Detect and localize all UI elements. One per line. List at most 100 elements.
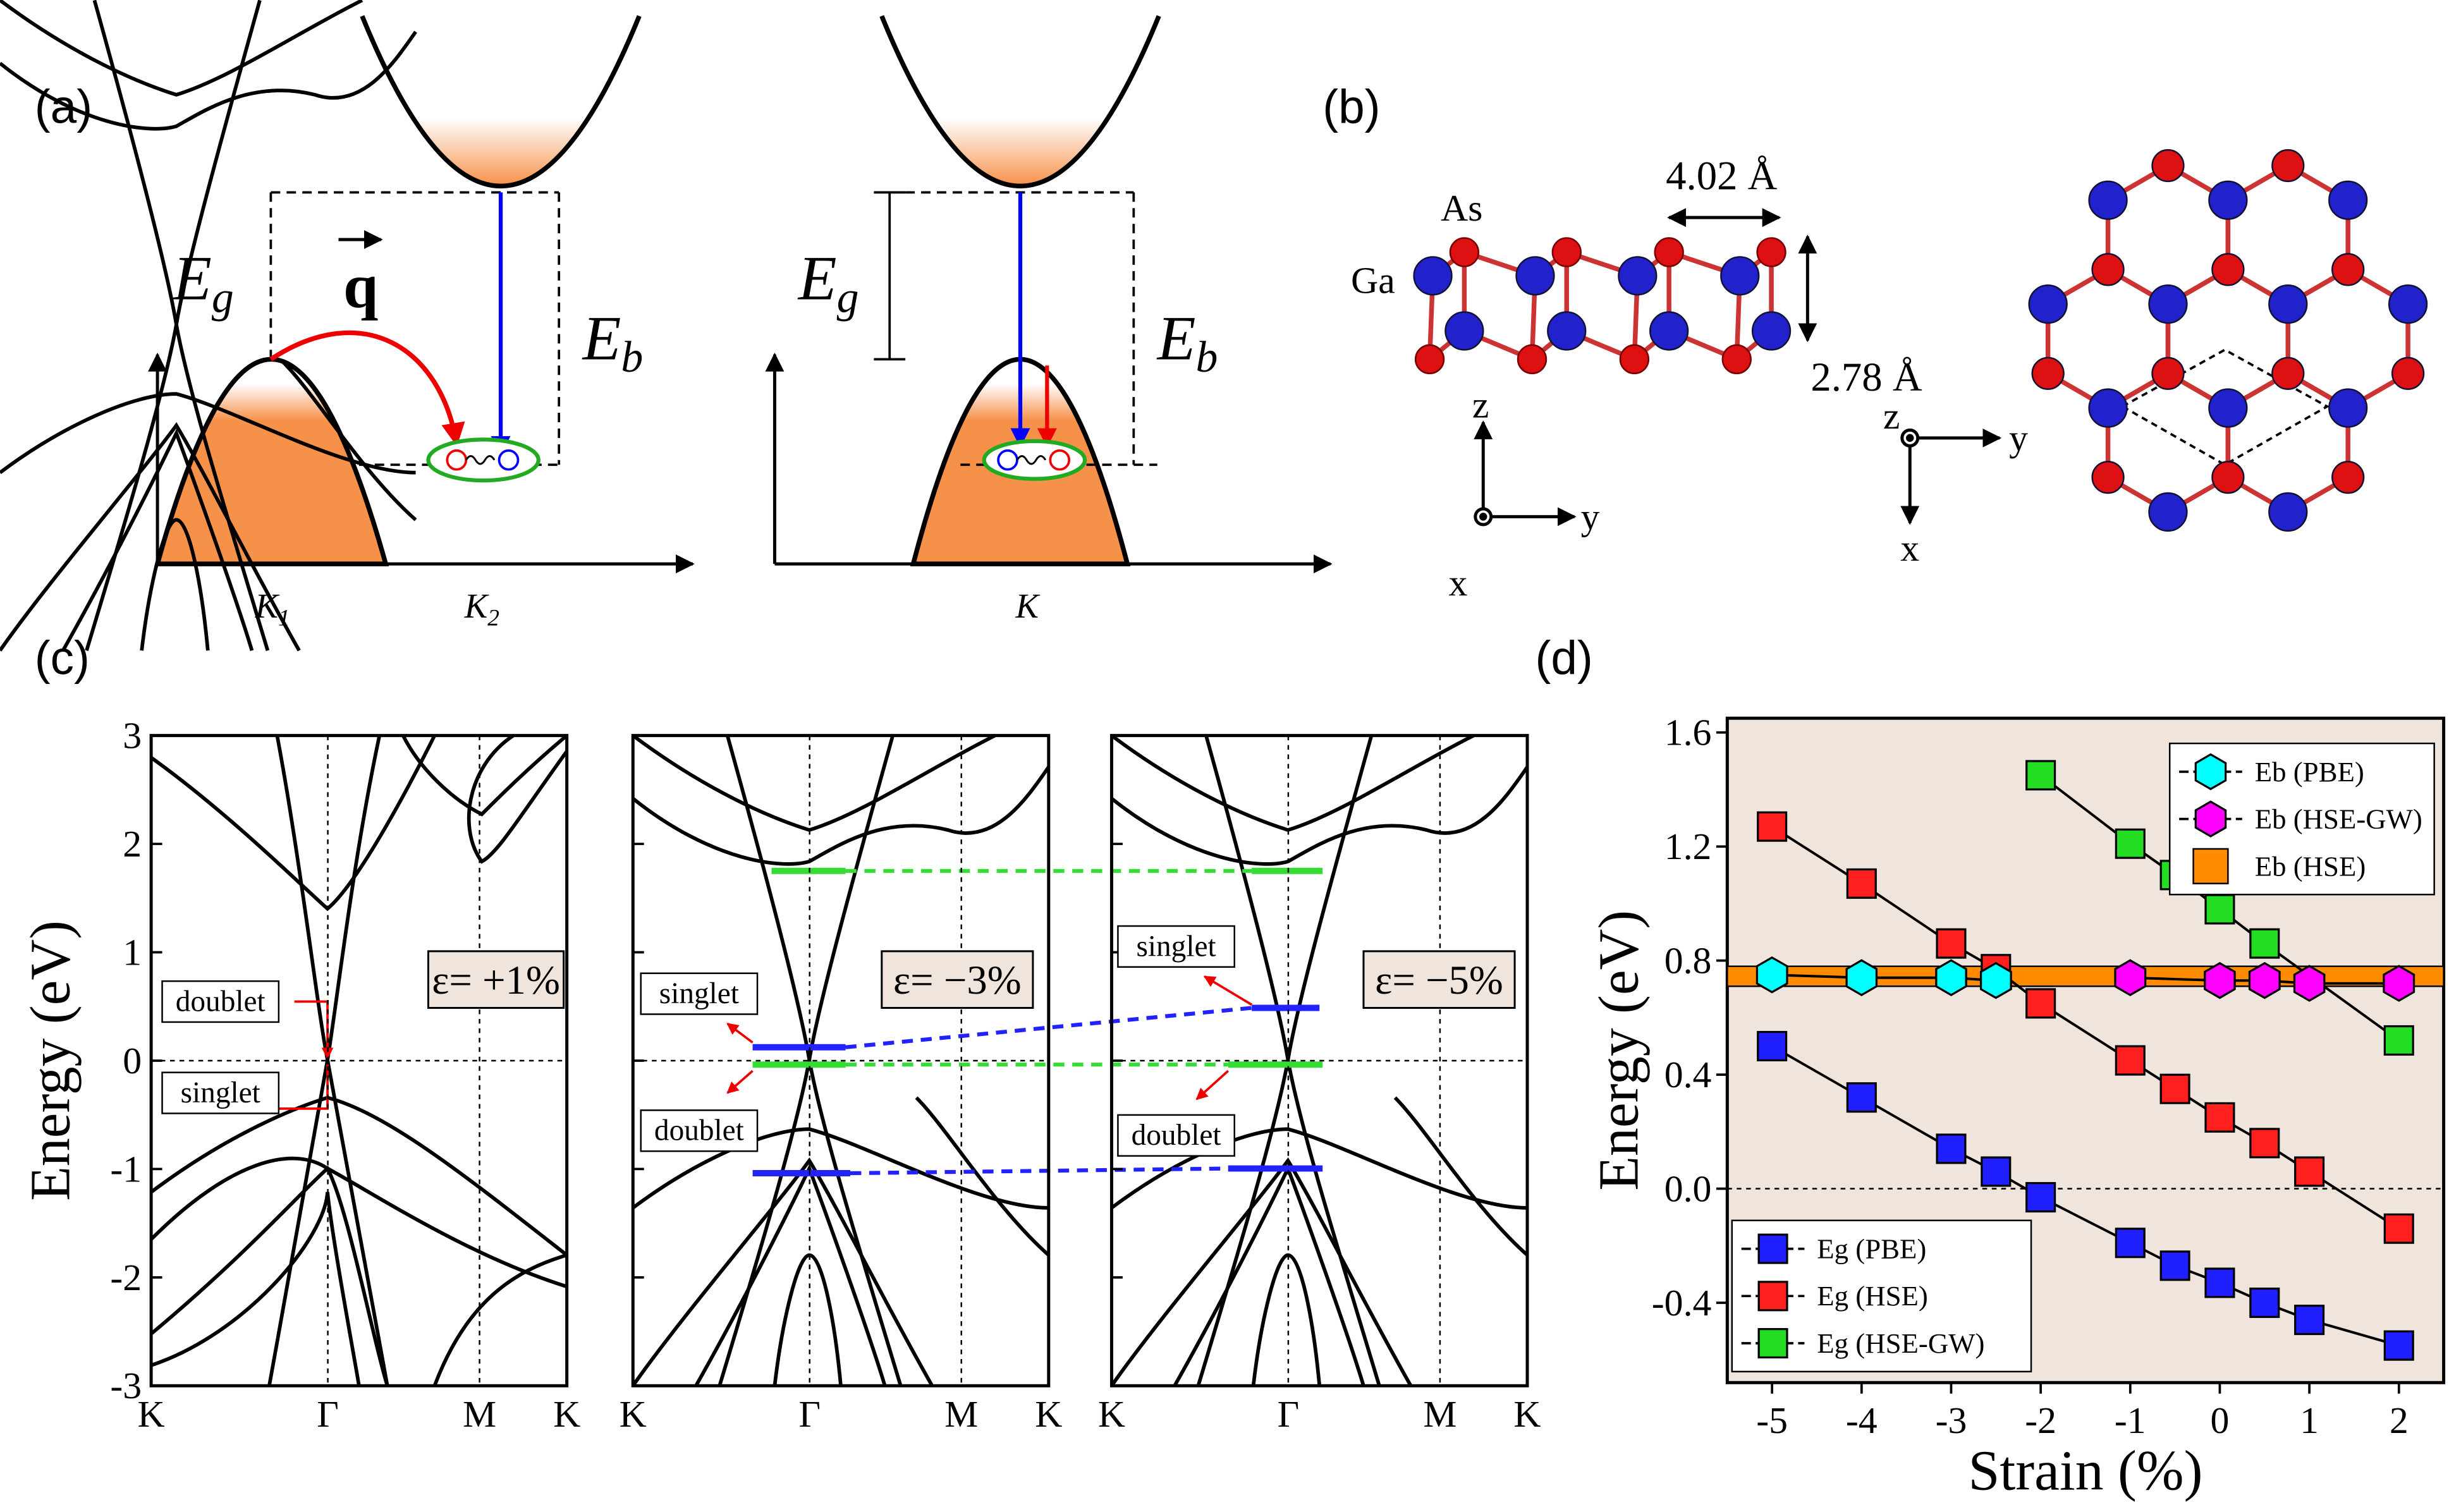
state-label: doublet [176,985,266,1018]
marker [1981,1156,2012,1187]
subscript: 1 [278,605,290,631]
ga-atom [1649,311,1689,351]
x-tick-label: Γ [798,1393,821,1435]
ga-atom [1618,256,1658,296]
ga-atom [1444,311,1484,351]
marker [1936,928,1967,959]
y-axis-label: Energy (eV) [20,920,82,1201]
subscript: b [621,333,643,382]
x-tick-label: -2 [2025,1399,2056,1441]
y-tick-label: -0.4 [1652,1282,1712,1324]
x-tick-label: -4 [1846,1399,1878,1441]
as-atom [2091,460,2125,494]
label-box [640,972,759,1015]
as-atom [1721,344,1752,374]
y-axis-label: Energy (eV) [1587,910,1650,1191]
ga-atom [1751,311,1792,351]
annotation-box [427,950,565,1009]
legend-marker [1757,1233,1788,1264]
legend-label: Eg (HSE-GW) [1817,1327,1984,1359]
legend-swatch [2192,848,2229,884]
marker [1757,811,1788,842]
ga-atom [2328,180,2368,220]
marker [2025,760,2056,791]
y-tick-label: -1 [110,1148,142,1190]
marker [1757,1030,1788,1062]
binding-label: Eb [582,303,644,382]
band-curves [0,0,417,652]
y-tick-label: 3 [123,715,142,757]
level-lines [752,867,1323,1177]
x-tick-label: -3 [1936,1399,1967,1441]
legend-label: Eg (PBE) [1817,1233,1926,1265]
x-tick-label: M [944,1393,978,1435]
label-box [161,1071,280,1114]
marker [2025,1182,2056,1213]
as-atom [1654,237,1684,267]
marker [2383,1025,2414,1056]
ga-atom [2028,284,2068,324]
k-label: K [1015,587,1041,625]
dimension-label: 2.78 Å [1811,355,1922,400]
legend-marker [1757,1328,1788,1359]
as-atom [2271,149,2305,183]
legend-marker [1757,1281,1788,1312]
marker [1756,956,1788,994]
x-tick-label: 1 [2300,1399,2319,1441]
state-label: singlet [181,1076,260,1109]
marker [2159,1073,2190,1104]
state-label: doublet [1132,1119,1221,1152]
annotation-box [1362,950,1516,1009]
y-tick-label: -2 [110,1257,142,1298]
x-tick-label: -1 [2115,1399,2146,1441]
panel-a-right [765,15,1333,574]
x-tick-label: K [1098,1393,1125,1435]
marker [2248,961,2281,999]
atom-label: As [1441,187,1482,229]
ga-atom [2208,180,2248,220]
ga-atom [1547,311,1587,351]
level-connectors [845,869,1252,1176]
gap-label: Eg [797,243,859,322]
annotation: ε= −5% [1375,958,1503,1003]
marker [2383,1213,2414,1244]
x-tick-label: -5 [1756,1399,1788,1441]
marker [2383,965,2415,1002]
marker [2249,1128,2280,1159]
as-atom [2151,149,2185,183]
y-tick-label: 0.0 [1664,1168,1712,1209]
label-box [1117,1114,1235,1157]
as-atom [1517,344,1548,374]
panel-a-left [148,15,695,574]
marker [1935,959,1967,996]
axis-letter: x [1900,527,1919,569]
symbol: K [464,587,489,625]
marker [2204,894,2235,925]
marker [2293,965,2326,1002]
marker [2249,928,2280,959]
x-tick-label: M [1423,1393,1456,1435]
marker [2383,1330,2414,1361]
panel-label: (c) [35,631,90,684]
ga-atom [2328,388,2368,428]
ga-atom [2268,284,2308,324]
x-tick-label: Γ [317,1393,339,1435]
ga-atom [2148,492,2188,532]
as-atom [2271,357,2305,390]
y-tick-label: 1.6 [1664,712,1712,753]
panel-label: (d) [1535,631,1592,684]
gap-label: Eg [172,243,234,322]
as-atom [2151,357,2185,390]
y-tick-label: 1.2 [1664,826,1712,867]
momentum-label: q [343,251,378,321]
side-view [1413,237,1792,374]
marker [2025,988,2056,1019]
as-atom [1414,344,1445,374]
marker [2115,828,2146,859]
series-line [1772,973,1996,982]
x-tick-label: 0 [2211,1399,2230,1441]
atom-label: Ga [1351,260,1395,302]
marker [1936,1133,1967,1164]
legend-label: Eb (HSE-GW) [2255,803,2422,835]
